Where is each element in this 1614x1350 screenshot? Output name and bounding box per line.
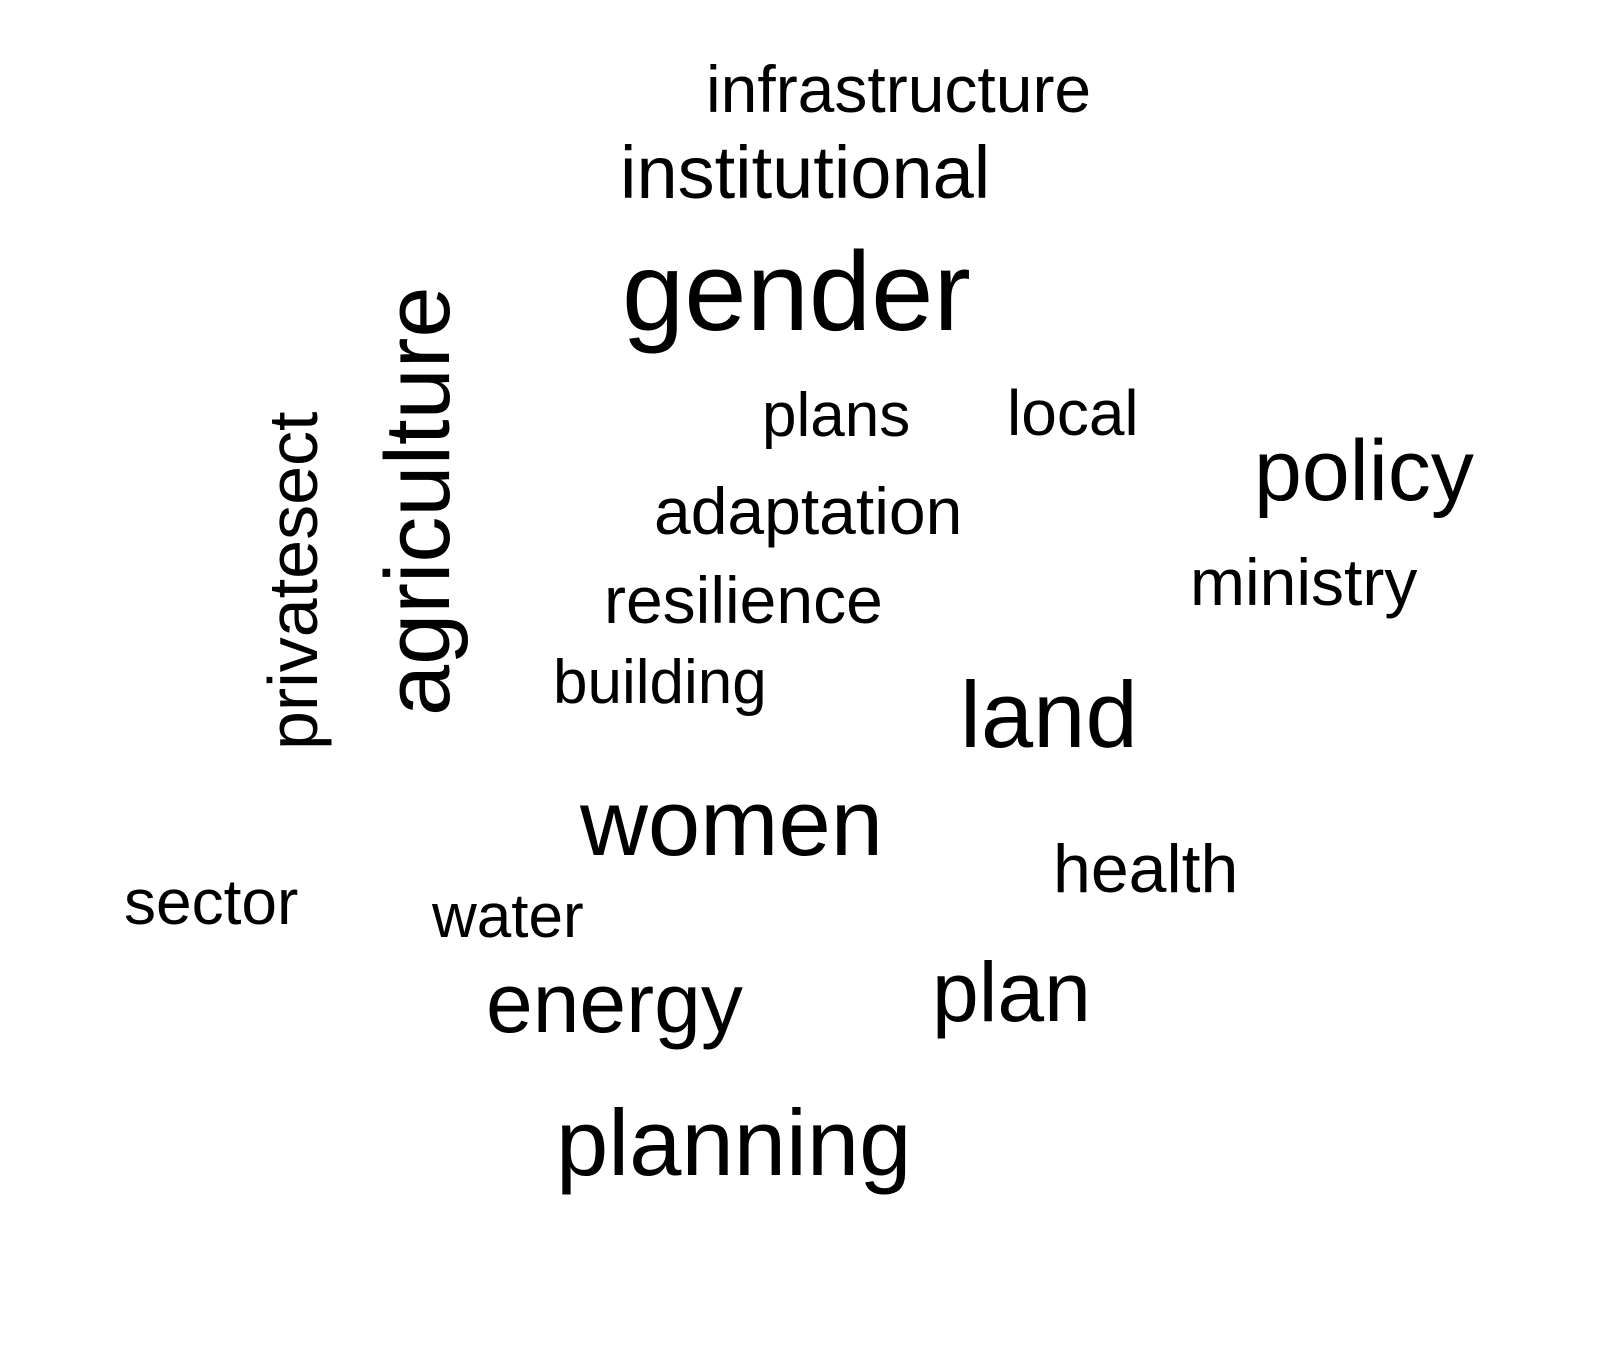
word-institutional: institutional: [620, 131, 991, 214]
word-health: health: [1053, 831, 1239, 907]
word-gender: gender: [622, 229, 971, 354]
word-policy: policy: [1254, 423, 1474, 519]
word-ministry: ministry: [1190, 545, 1418, 619]
word-resilience: resilience: [604, 563, 883, 637]
word-adaptation: adaptation: [654, 474, 963, 548]
word-infrastructure: infrastructure: [706, 52, 1092, 126]
word-energy: energy: [486, 956, 743, 1050]
word-agriculture: agriculture: [367, 286, 469, 716]
word-building: building: [553, 648, 767, 717]
word-sector: sector: [124, 866, 299, 938]
word-local: local: [1007, 377, 1139, 449]
word-planning: planning: [556, 1090, 912, 1195]
word-plan: plan: [932, 945, 1091, 1039]
word-privatesect: privatesect: [254, 411, 332, 750]
word-water: water: [432, 882, 584, 951]
word-women: women: [580, 770, 884, 875]
word-plans: plans: [762, 381, 911, 450]
word-land: land: [960, 662, 1138, 767]
